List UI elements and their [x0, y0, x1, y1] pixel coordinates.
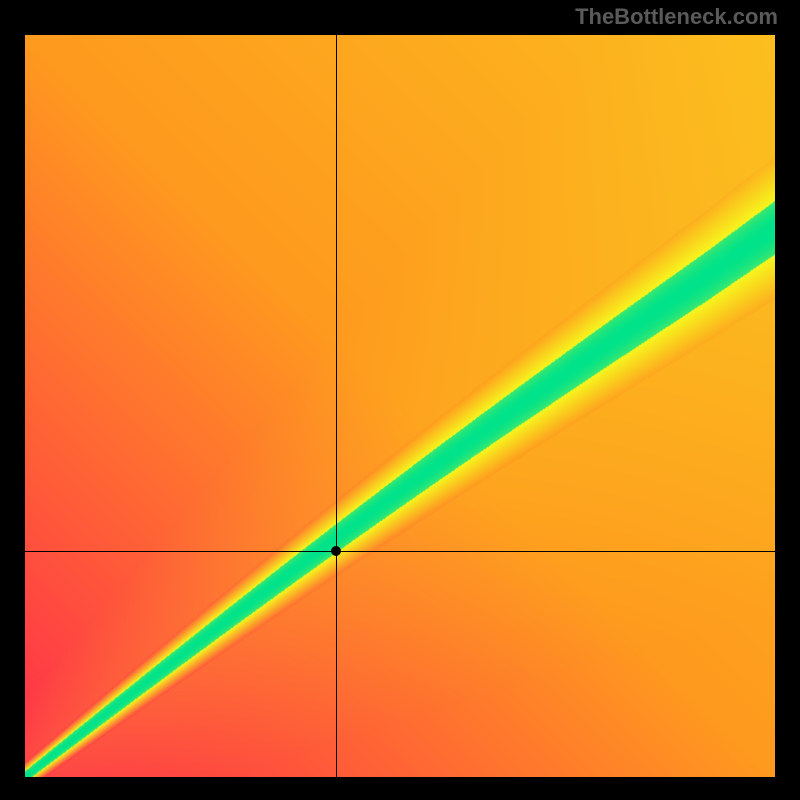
crosshair-horizontal [25, 551, 775, 552]
heatmap-canvas [25, 35, 775, 777]
watermark-text: TheBottleneck.com [575, 4, 778, 30]
crosshair-vertical [336, 35, 337, 777]
heatmap-area [25, 35, 775, 777]
chart-container: TheBottleneck.com [0, 0, 800, 800]
marker-dot [331, 546, 341, 556]
